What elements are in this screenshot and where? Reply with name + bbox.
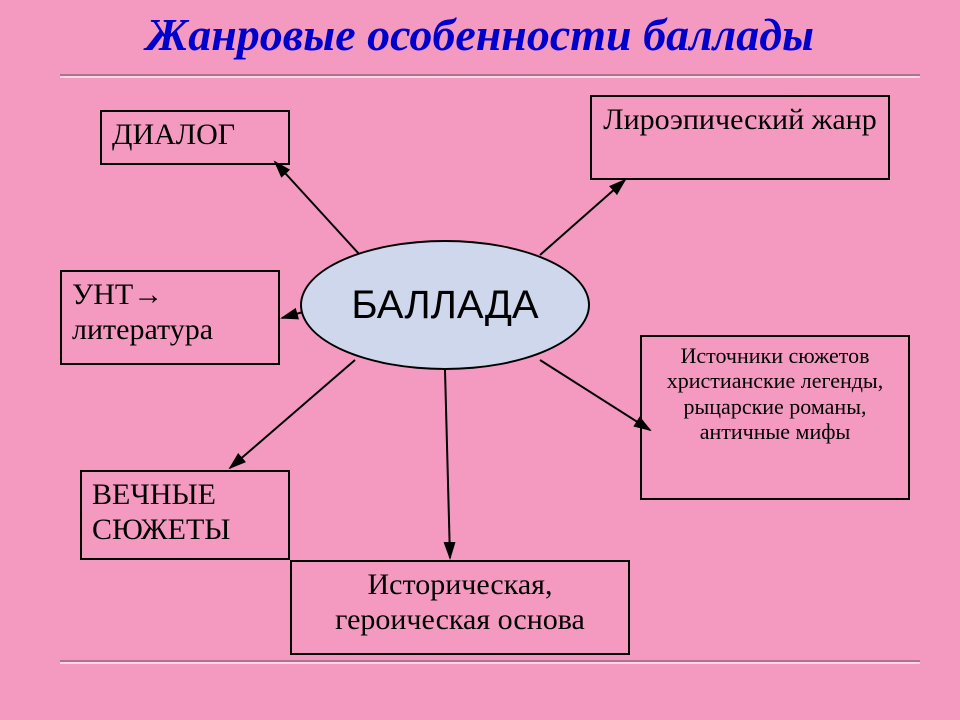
node-unt: УНТ→ литература xyxy=(60,270,280,365)
bottom-rule xyxy=(60,660,920,664)
node-eternal: ВЕЧНЫЕ СЮЖЕТЫ xyxy=(80,470,290,560)
node-sources-label: Источники сюжетов христианские легенды, … xyxy=(667,343,883,444)
node-lyroepic-label: Лироэпический жанр xyxy=(603,103,877,136)
node-dialog: ДИАЛОГ xyxy=(100,110,290,165)
node-unt-label: УНТ→ литература xyxy=(72,278,213,346)
node-dialog-label: ДИАЛОГ xyxy=(112,118,235,151)
node-sources: Источники сюжетов христианские легенды, … xyxy=(640,335,910,500)
center-label: БАЛЛАДА xyxy=(351,283,538,328)
center-node-ballada: БАЛЛАДА xyxy=(300,240,590,370)
top-rule xyxy=(60,74,920,78)
node-historic-label: Историческая, героическая основа xyxy=(335,568,585,636)
node-historic: Историческая, героическая основа xyxy=(290,560,630,655)
node-lyroepic: Лироэпический жанр xyxy=(590,95,890,180)
node-eternal-label: ВЕЧНЫЕ СЮЖЕТЫ xyxy=(92,478,230,546)
slide-title: Жанровые особенности баллады xyxy=(0,10,960,61)
slide: Жанровые особенности баллады БАЛЛАДА ДИА… xyxy=(0,0,960,720)
